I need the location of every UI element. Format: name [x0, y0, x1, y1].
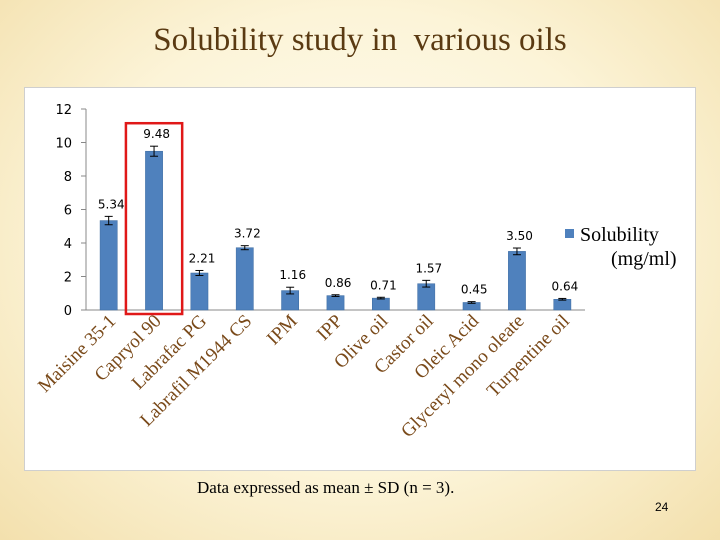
- data-label: 0.86: [325, 276, 352, 290]
- bar: [145, 150, 163, 311]
- bar: [99, 220, 118, 311]
- x-tick-label: IPM: [263, 311, 302, 350]
- y-tick-label: 10: [55, 137, 72, 152]
- page-number: 24: [655, 500, 669, 514]
- y-tick-label: 8: [64, 170, 72, 185]
- chart-panel: 0 2 4 6 8 10 12 5.34 Maisine 35-1 9.48 Capryol 90 2…: [24, 87, 696, 471]
- bar: [417, 283, 436, 311]
- y-tick-label: 0: [64, 304, 72, 319]
- y-tick-label: 2: [64, 271, 72, 286]
- y-tick-label: 12: [55, 103, 72, 118]
- data-label: 1.16: [279, 268, 306, 282]
- legend-label: Solubility (mg/ml): [580, 224, 677, 270]
- data-label: 0.45: [461, 283, 488, 297]
- y-tick-label: 6: [64, 204, 72, 219]
- data-label: 0.64: [552, 279, 579, 293]
- bar: [508, 251, 526, 311]
- bar: [190, 272, 209, 311]
- data-footnote: Data expressed as mean ± SD (n = 3).: [197, 478, 455, 497]
- bar: [553, 299, 572, 311]
- data-label: 9.48: [143, 127, 170, 141]
- data-label: 3.50: [506, 229, 533, 243]
- bar: [326, 295, 345, 311]
- slide-title: Solubility study in various oils: [153, 22, 567, 58]
- x-tick-label: IPP: [313, 311, 347, 345]
- bar: [235, 247, 254, 311]
- legend-swatch: [565, 229, 574, 238]
- data-label: 5.34: [98, 197, 125, 211]
- data-label: 0.71: [370, 278, 397, 292]
- data-label: 2.21: [189, 251, 216, 265]
- y-tick-label: 4: [64, 237, 72, 252]
- data-label: 1.57: [415, 261, 442, 275]
- bar: [371, 297, 390, 311]
- data-label: 3.72: [234, 227, 261, 241]
- highlight-box: [124, 121, 184, 316]
